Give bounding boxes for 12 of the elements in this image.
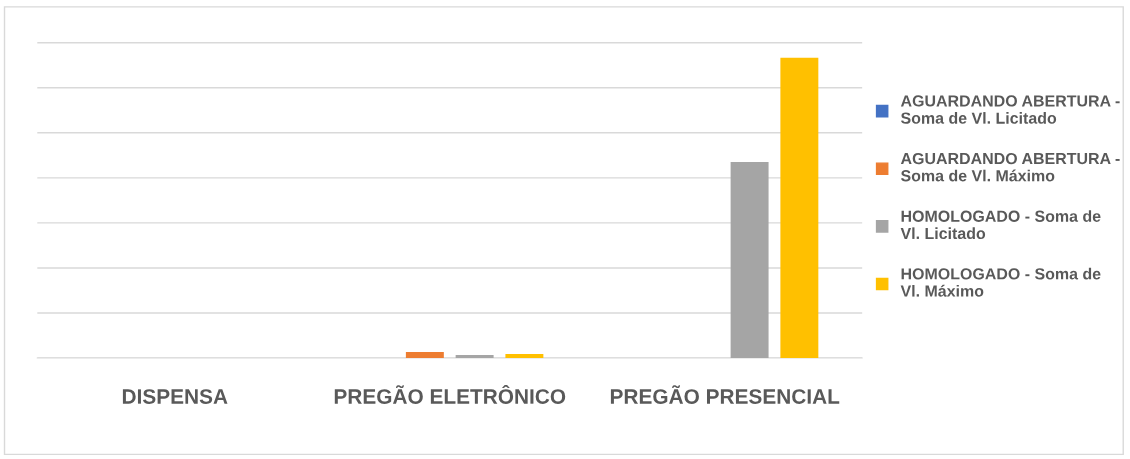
bar — [730, 161, 769, 359]
bar — [455, 355, 494, 359]
x-tick-label: PREGÃO ELETRÔNICO — [334, 385, 566, 404]
x-tick-label: PREGÃO PRESENCIAL — [610, 385, 840, 404]
x-tick-label: DISPENSA — [122, 389, 228, 404]
bar — [405, 352, 444, 359]
legend-label: HOMOLOGADO - Soma de Vl. Máximo — [900, 267, 1101, 297]
legend-label: AGUARDANDO ABERTURA - Soma de Vl. Máximo — [900, 152, 1120, 182]
bar — [780, 57, 819, 359]
legend-label: AGUARDANDO ABERTURA - Soma de Vl. Licitado — [900, 95, 1120, 124]
bar — [505, 354, 544, 359]
legend-label: HOMOLOGADO - Soma de Vl. Licitado — [900, 210, 1101, 240]
